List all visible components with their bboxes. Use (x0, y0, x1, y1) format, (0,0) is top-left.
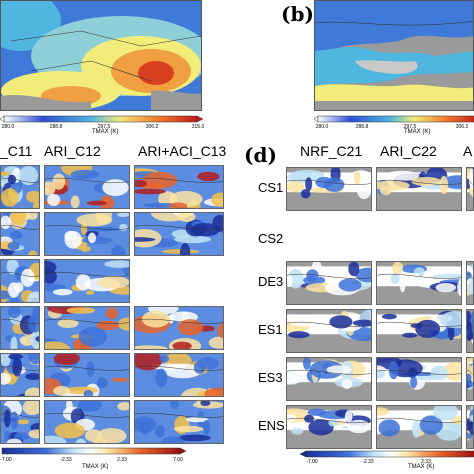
panel-d-row-label-2: DE3 (258, 274, 284, 289)
panel-a-colorbar (0, 115, 204, 123)
panel-d-tick-2: 2.33 (421, 459, 431, 465)
panel-c-colorbar (1, 447, 186, 455)
panel-d-letter: (d) (244, 143, 277, 167)
panel-d-map-r3-c2 (466, 309, 474, 353)
panel-a-tick-2: 297.5 (97, 124, 111, 130)
panel-d-map-r0-c2 (466, 167, 474, 211)
panel-b-field (315, 1, 473, 110)
panel-c-map-r0-c1 (44, 165, 130, 209)
panel-d-row-label-0: CS1 (258, 180, 284, 195)
panel-d-map-r0-c1 (376, 167, 462, 211)
panel-c-colorbar-label: TMAX (K) (82, 464, 109, 470)
panel-b-colorbar-label: TMAX (K) (404, 129, 431, 135)
panel-c-map-r5-c0 (0, 400, 40, 444)
panel-c-map-r4-c0 (0, 353, 40, 397)
panel-d-map-r2-c2 (466, 261, 474, 305)
panel-b-tick-1: 288.8 (355, 124, 369, 130)
panel-c-tick-2: 2.33 (117, 457, 127, 463)
panel-d-map-r4-c2 (466, 357, 474, 401)
panel-a-tick-3: 306.2 (145, 124, 159, 130)
panel-d-tick-1: -2.33 (362, 459, 374, 465)
panel-c-col-label-1: ARI_C12 (44, 143, 101, 159)
panel-c-col-label-0: _C11 (0, 143, 33, 159)
panel-d-row-label-3: ES1 (258, 322, 283, 337)
panel-a-tick-1: 288.8 (49, 124, 63, 130)
panel-c-map-r4-c2 (134, 353, 224, 397)
panel-d-col-label-1: ARI_C22 (380, 143, 437, 159)
panel-d-tick-0: -7.00 (306, 459, 318, 465)
panel-a-tick-0: 280.0 (1, 124, 15, 130)
panel-d-map-r0-c0 (286, 167, 372, 211)
panel-a-field (1, 1, 201, 110)
panel-c-map-r0-c0 (0, 165, 40, 209)
panel-c-map-r5-c2 (134, 400, 224, 444)
panel-d-colorbar (300, 450, 474, 458)
panel-d-col-label-2: A (463, 143, 473, 159)
panel-d-row-label-5: ENS (258, 418, 285, 433)
panel-c-tick-1: -2.33 (60, 457, 72, 463)
panel-d-map-r2-c1 (376, 261, 462, 305)
panel-b-tick-3: 306.2 (455, 124, 469, 130)
panel-c-map-r2-c1 (44, 259, 130, 303)
panel-c-col-label-2: ARI+ACI_C13 (138, 143, 227, 159)
panel-c-map-r2-c0 (0, 259, 40, 303)
panel-b-tick-0: 280.0 (315, 124, 329, 130)
panel-c-map-r3-c2 (134, 306, 224, 350)
panel-b-map (314, 0, 474, 111)
panel-c-map-r1-c1 (44, 212, 130, 256)
panel-c-map-r5-c1 (44, 400, 130, 444)
panel-d-row-label-1: CS2 (258, 231, 284, 246)
panel-d-map-r5-c2 (466, 405, 474, 449)
panel-c-map-r3-c1 (44, 306, 130, 350)
panel-a-tick-4: 315.0 (191, 124, 205, 130)
panel-d-map-r3-c0 (286, 309, 372, 353)
panel-b-colorbar (314, 115, 474, 123)
panel-d-map-r5-c1 (376, 405, 462, 449)
panel-c-map-r1-c2 (134, 212, 224, 256)
panel-d-map-r2-c0 (286, 261, 372, 305)
panel-d-colorbar-label: TMAX (K) (408, 464, 435, 470)
panel-b-tick-2: 297.5 (403, 124, 417, 130)
panel-c-map-r3-c0 (0, 306, 40, 350)
panel-b-letter: (b) (281, 2, 314, 26)
panel-a-colorbar-label: TMAX (K) (92, 129, 119, 135)
panel-d-row-label-4: ES3 (258, 370, 283, 385)
panel-c-tick-3: 7.00 (173, 457, 183, 463)
panel-d-col-label-0: NRF_C21 (300, 143, 363, 159)
panel-c-map-r1-c0 (0, 212, 40, 256)
panel-c-tick-0: -7.00 (0, 457, 12, 463)
panel-c-map-r0-c2 (134, 165, 224, 209)
panel-d-map-r3-c1 (376, 309, 462, 353)
panel-a-map (0, 0, 202, 111)
panel-c-map-r4-c1 (44, 353, 130, 397)
panel-d-map-r4-c1 (376, 357, 462, 401)
panel-d-map-r4-c0 (286, 357, 372, 401)
panel-d-map-r5-c0 (286, 405, 372, 449)
